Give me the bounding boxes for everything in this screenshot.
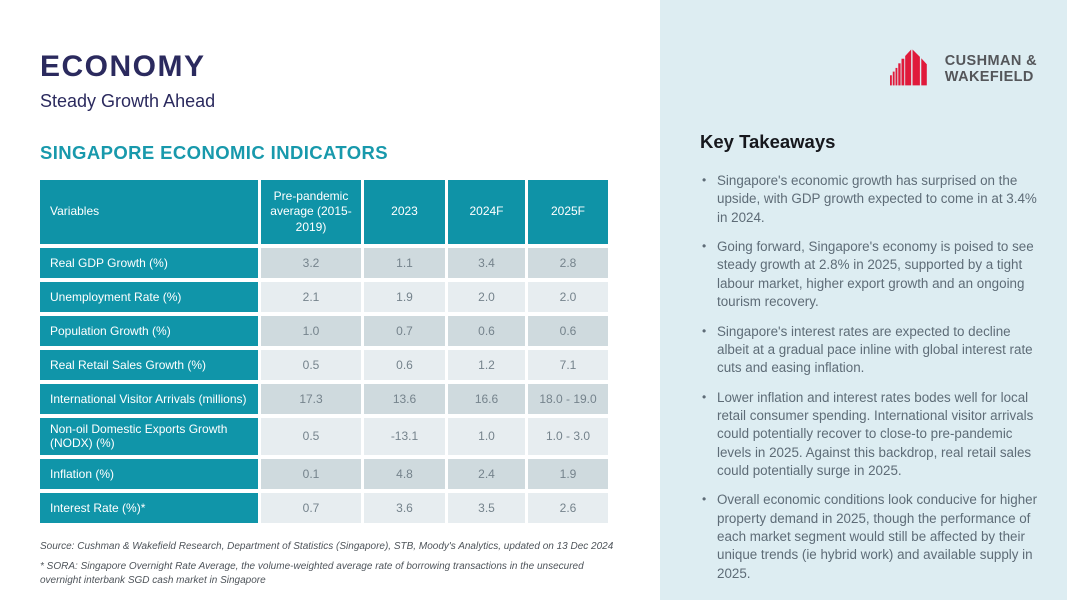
takeaway-item: Overall economic conditions look conduci… [700,491,1041,583]
economic-indicators-table: Variables Pre-pandemic average (2015-201… [37,176,611,527]
table-row: International Visitor Arrivals (millions… [40,384,608,414]
section-title: SINGAPORE ECONOMIC INDICATORS [40,142,389,163]
table-row: Unemployment Rate (%) 2.1 1.9 2.0 2.0 [40,282,608,312]
cell-value: 1.9 [528,458,608,489]
row-label: Non-oil Domestic Exports Growth (NODX) (… [40,418,258,455]
table-header-row: Variables Pre-pandemic average (2015-201… [40,180,608,244]
column-header-2024f: 2024F [448,180,525,244]
row-label: Interest Rate (%)* [40,492,258,523]
cell-value: 1.0 [448,418,525,455]
cell-value: 0.6 [528,316,608,346]
source-footnote: Source: Cushman & Wakefield Research, De… [40,540,614,552]
logo-wordmark: CUSHMAN & WAKEFIELD [944,52,1037,85]
cell-value: 1.1 [364,248,445,278]
cell-value: 0.7 [261,492,361,523]
cell-value: 3.2 [261,248,361,278]
cell-value: 4.8 [364,458,445,489]
cell-value: 3.4 [448,248,525,278]
cell-value: 0.5 [261,418,361,455]
row-label: Inflation (%) [40,458,258,489]
row-label: Real GDP Growth (%) [40,248,258,278]
table-row: Non-oil Domestic Exports Growth (NODX) (… [40,418,608,455]
cell-value: 18.0 - 19.0 [528,384,608,414]
cell-value: 3.5 [448,492,525,523]
column-header-prepandemic: Pre-pandemic average (2015-2019) [261,180,361,244]
row-label: International Visitor Arrivals (millions… [40,384,258,414]
row-label: Real Retail Sales Growth (%) [40,350,258,380]
cell-value: 0.5 [261,350,361,380]
row-label: Population Growth (%) [40,316,258,346]
takeaway-item: Going forward, Singapore's economy is po… [700,238,1041,311]
cell-value: -13.1 [364,418,445,455]
takeaway-item: Lower inflation and interest rates bodes… [700,389,1041,481]
cell-value: 2.0 [448,282,525,312]
column-header-2025f: 2025F [528,180,608,244]
takeaways-title: Key Takeaways [700,131,836,152]
sora-footnote: * SORA: Singapore Overnight Rate Average… [40,560,584,586]
cushman-wakefield-bars-icon [889,48,936,91]
column-header-2023: 2023 [364,180,445,244]
cell-value: 1.0 - 3.0 [528,418,608,455]
cell-value: 0.6 [364,350,445,380]
page-title: ECONOMY [40,50,206,83]
row-label: Unemployment Rate (%) [40,282,258,312]
cell-value: 7.1 [528,350,608,380]
page-subtitle: Steady Growth Ahead [40,91,216,111]
cell-value: 16.6 [448,384,525,414]
cell-value: 1.9 [364,282,445,312]
column-header-variables: Variables [40,180,258,244]
table-row: Inflation (%) 0.1 4.8 2.4 1.9 [40,458,608,489]
table-row: Population Growth (%) 1.0 0.7 0.6 0.6 [40,316,608,346]
cell-value: 0.1 [261,458,361,489]
left-content: ECONOMY Steady Growth Ahead SINGAPORE EC… [37,50,614,586]
cell-value: 0.7 [364,316,445,346]
cell-value: 17.3 [261,384,361,414]
key-takeaways-panel: CUSHMAN & WAKEFIELD Key Takeaways Singap… [660,0,1067,600]
cell-value: 0.6 [448,316,525,346]
cell-value: 1.0 [261,316,361,346]
cell-value: 2.6 [528,492,608,523]
cell-value: 2.4 [448,458,525,489]
table-row: Interest Rate (%)* 0.7 3.6 3.5 2.6 [40,492,608,523]
cell-value: 2.8 [528,248,608,278]
logo-line2: WAKEFIELD [944,68,1034,85]
logo-line1: CUSHMAN & [944,52,1037,69]
cell-value: 13.6 [364,384,445,414]
takeaway-item: Singapore's interest rates are expected … [700,323,1041,378]
cell-value: 2.0 [528,282,608,312]
takeaways-list: Singapore's economic growth has surprise… [700,172,1041,583]
cell-value: 1.2 [448,350,525,380]
brand-logo: CUSHMAN & WAKEFIELD [700,48,1041,91]
takeaway-item: Singapore's economic growth has surprise… [700,172,1041,227]
table-header: Variables Pre-pandemic average (2015-201… [40,180,608,244]
cell-value: 3.6 [364,492,445,523]
table-row: Real Retail Sales Growth (%) 0.5 0.6 1.2… [40,350,608,380]
cell-value: 2.1 [261,282,361,312]
table-row: Real GDP Growth (%) 3.2 1.1 3.4 2.8 [40,248,608,278]
